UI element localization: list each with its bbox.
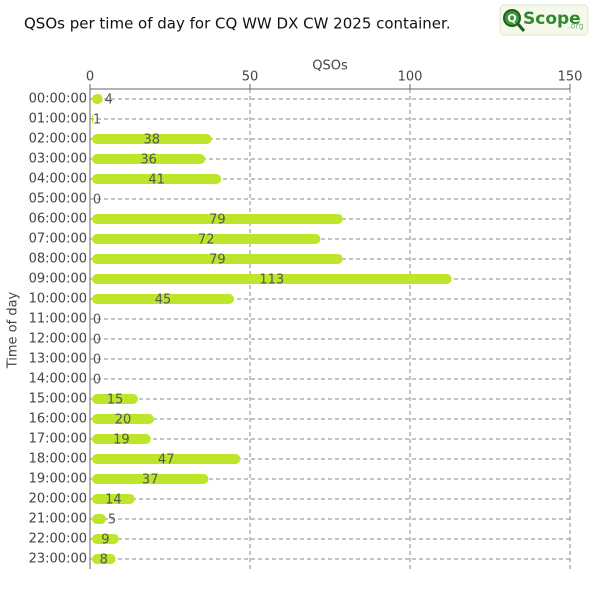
y-tick-label: 00:00:00 (29, 92, 87, 107)
x-tick-label: 0 (86, 70, 94, 85)
value-label: 8 (100, 553, 108, 568)
bar (92, 174, 222, 184)
bar (92, 114, 94, 124)
x-tick-label: 150 (558, 70, 583, 85)
value-label: 14 (105, 493, 122, 508)
y-tick-label: 11:00:00 (29, 312, 87, 327)
y-tick-label: 10:00:00 (29, 292, 87, 307)
y-tick-label: 15:00:00 (29, 392, 87, 407)
value-label: 5 (108, 513, 116, 528)
bar (92, 234, 321, 244)
value-label: 0 (93, 333, 101, 348)
y-tick-label: 13:00:00 (29, 352, 87, 367)
value-label: 45 (155, 293, 172, 308)
logo-text: Scope (523, 9, 581, 29)
bar (92, 554, 116, 564)
bar (92, 414, 154, 424)
x-tick-label: 50 (242, 70, 259, 85)
bar (92, 94, 103, 104)
bar (92, 474, 209, 484)
y-tick-label: 17:00:00 (29, 432, 87, 447)
logo-mark: Q (507, 12, 516, 25)
x-axis-label: QSOs (312, 59, 348, 74)
value-label: 41 (148, 173, 165, 188)
value-label: 0 (93, 193, 101, 208)
y-tick-label: 09:00:00 (29, 272, 87, 287)
x-tick-label: 100 (398, 70, 423, 85)
y-tick-label: 06:00:00 (29, 212, 87, 227)
bar (92, 394, 138, 404)
value-label: 38 (144, 133, 161, 148)
y-tick-label: 05:00:00 (29, 192, 87, 207)
value-label: 15 (107, 393, 124, 408)
y-tick-label: 01:00:00 (29, 112, 87, 127)
bar (92, 454, 241, 464)
value-label: 79 (209, 213, 226, 228)
chart-title: QSOs per time of day for CQ WW DX CW 202… (24, 15, 451, 33)
bar (92, 154, 206, 164)
bar (92, 514, 106, 524)
value-label: 0 (93, 353, 101, 368)
value-label: 113 (259, 273, 284, 288)
value-label: 47 (158, 453, 175, 468)
value-label: 36 (140, 153, 157, 168)
bar (92, 534, 119, 544)
logo: Q Scope .org (499, 4, 589, 36)
bar (92, 494, 135, 504)
y-tick-label: 22:00:00 (29, 532, 87, 547)
y-axis-label: Time of day (6, 291, 21, 369)
value-label: 1 (93, 113, 101, 128)
y-tick-label: 08:00:00 (29, 252, 87, 267)
bar (92, 254, 343, 264)
y-tick-label: 03:00:00 (29, 152, 87, 167)
value-label: 19 (113, 433, 130, 448)
value-label: 4 (105, 93, 113, 108)
logo-handle (516, 23, 526, 32)
value-label: 79 (209, 253, 226, 268)
value-label: 72 (198, 233, 215, 248)
bar (92, 134, 212, 144)
y-tick-label: 19:00:00 (29, 472, 87, 487)
value-label: 0 (93, 373, 101, 388)
y-tick-label: 21:00:00 (29, 512, 87, 527)
bar (92, 434, 151, 444)
value-label: 0 (93, 313, 101, 328)
y-tick-label: 14:00:00 (29, 372, 87, 387)
bar (92, 214, 343, 224)
y-tick-label: 16:00:00 (29, 412, 87, 427)
y-tick-label: 12:00:00 (29, 332, 87, 347)
value-label: 9 (101, 533, 109, 548)
y-tick-label: 20:00:00 (29, 492, 87, 507)
value-label: 37 (142, 473, 159, 488)
y-tick-label: 04:00:00 (29, 172, 87, 187)
logo-suffix: .org (568, 22, 584, 31)
y-tick-label: 02:00:00 (29, 132, 87, 147)
value-label: 20 (115, 413, 132, 428)
y-tick-label: 18:00:00 (29, 452, 87, 467)
logo-lens (503, 9, 521, 27)
bar (92, 274, 452, 284)
y-tick-label: 23:00:00 (29, 552, 87, 567)
y-tick-label: 07:00:00 (29, 232, 87, 247)
bar (92, 294, 234, 304)
